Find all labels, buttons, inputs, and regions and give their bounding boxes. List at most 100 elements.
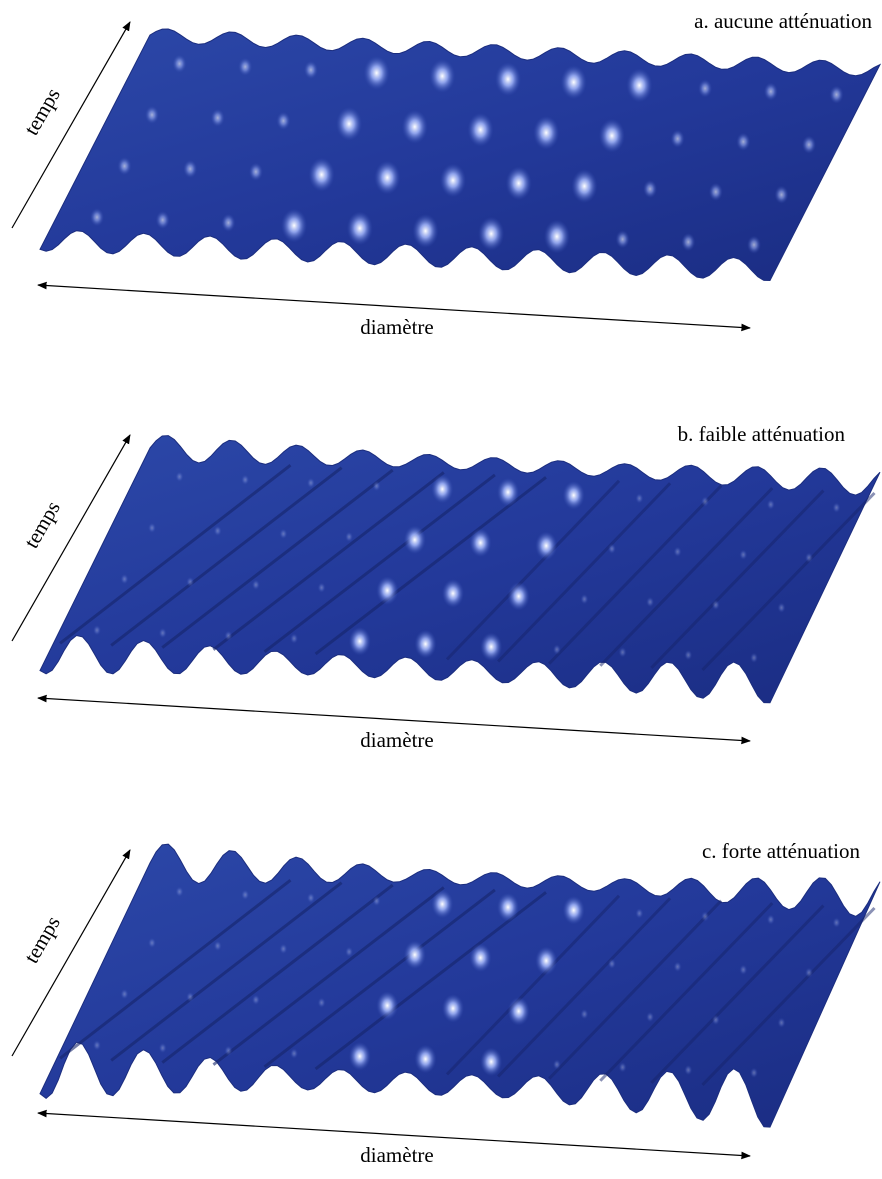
highlight	[580, 593, 589, 605]
highlight	[805, 967, 813, 978]
highlight	[155, 210, 170, 230]
highlight	[348, 1041, 371, 1071]
highlight	[607, 543, 616, 554]
highlight	[148, 522, 156, 534]
highlight	[376, 576, 399, 605]
highlight	[552, 644, 561, 655]
panel-label: a. aucune atténuation	[694, 9, 872, 33]
highlight	[533, 115, 560, 150]
highlight	[241, 474, 250, 486]
highlight	[145, 105, 159, 124]
panel: temps diamètre c. forte atténuation	[11, 839, 881, 1167]
highlight	[120, 988, 129, 1000]
highlight	[750, 652, 758, 663]
highlight	[507, 581, 530, 611]
highlight	[480, 1047, 503, 1077]
highlight	[317, 997, 326, 1008]
ridge	[497, 897, 672, 1078]
highlight	[210, 108, 225, 127]
highlight	[618, 647, 627, 658]
highlight	[336, 106, 363, 141]
highlight	[248, 162, 263, 181]
highlight	[93, 625, 101, 636]
time-arrow	[11, 21, 131, 229]
highlight	[401, 109, 428, 144]
highlight	[403, 940, 426, 970]
surface-body	[39, 843, 881, 1128]
panel: temps diamètre b. faible atténuation	[11, 422, 881, 752]
highlight	[571, 169, 598, 204]
highlight	[363, 56, 390, 90]
highlight	[598, 118, 625, 153]
ridge	[263, 888, 496, 1069]
highlight	[290, 1048, 299, 1059]
ridge	[548, 484, 723, 665]
highlight	[711, 599, 720, 611]
highlight	[777, 1017, 786, 1028]
ridge	[445, 479, 621, 661]
highlight	[281, 208, 308, 243]
highlight	[684, 649, 693, 661]
highlight	[701, 911, 710, 922]
highlight	[562, 895, 585, 925]
highlight	[736, 132, 751, 151]
highlight	[832, 917, 841, 928]
highlight	[120, 573, 129, 585]
highlight	[429, 59, 456, 93]
ridge	[548, 899, 723, 1080]
highlight	[698, 79, 713, 98]
highlight	[497, 892, 519, 922]
highlight	[543, 219, 570, 254]
highlight	[774, 185, 789, 204]
diameter-arrow	[37, 281, 751, 332]
highlight	[670, 129, 685, 148]
highlight	[626, 68, 653, 103]
ridge	[59, 879, 292, 1060]
ridge	[650, 904, 825, 1084]
highlight	[431, 474, 454, 504]
time-arrow	[11, 434, 131, 642]
panel-label: c. forte atténuation	[702, 839, 861, 863]
highlight	[290, 633, 299, 644]
panel-label: b. faible atténuation	[678, 422, 846, 446]
ridge	[701, 906, 876, 1087]
highlight	[507, 996, 530, 1026]
highlight	[615, 230, 630, 249]
highlight	[172, 54, 187, 73]
highlight	[345, 946, 354, 958]
highlight	[442, 994, 464, 1023]
surface	[39, 843, 881, 1128]
ridge	[599, 487, 774, 667]
highlight	[711, 1014, 720, 1026]
highlight	[251, 994, 260, 1005]
highlight	[777, 602, 786, 613]
highlight	[213, 525, 222, 537]
highlight	[750, 1067, 758, 1078]
highlight	[93, 1040, 101, 1051]
highlight	[175, 886, 184, 897]
highlight	[306, 477, 315, 489]
highlight	[90, 208, 104, 227]
highlight	[763, 82, 778, 101]
ridge	[110, 466, 343, 647]
time-arrow	[11, 849, 131, 1057]
x-axis-label: diamètre	[360, 1143, 433, 1167]
highlight	[158, 627, 167, 639]
highlight	[403, 525, 426, 555]
surface-body	[39, 28, 882, 282]
highlight	[739, 964, 748, 975]
highlight	[308, 157, 335, 192]
highlight	[186, 991, 195, 1003]
highlight	[480, 632, 503, 662]
highlight	[469, 943, 492, 973]
highlight	[276, 111, 291, 130]
highlight	[440, 163, 466, 198]
highlight	[303, 60, 318, 79]
x-axis-label: diamètre	[360, 728, 433, 752]
highlight	[535, 531, 558, 561]
highlight	[414, 629, 437, 659]
highlight	[829, 85, 844, 104]
highlight	[535, 946, 558, 976]
